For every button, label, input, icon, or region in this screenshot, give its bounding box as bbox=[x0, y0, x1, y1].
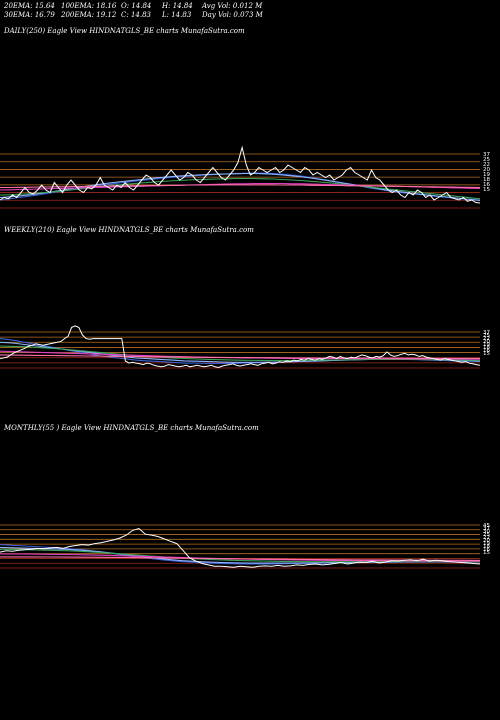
y-tick-label: 25 bbox=[483, 157, 490, 163]
stat-avg-vol: Avg Vol: 0.012 M bbox=[202, 2, 263, 10]
y-tick-label: 16 bbox=[483, 547, 490, 553]
monthly-panel-title: MONTHLY(55 ) Eagle View HINDNATGLS_BE ch… bbox=[4, 424, 259, 432]
ema-line-ema_pink bbox=[0, 556, 481, 561]
price-line bbox=[0, 527, 481, 568]
y-tick-label: 22 bbox=[483, 336, 490, 342]
stat-100ema: 100EMA: 18.16 bbox=[61, 2, 117, 10]
y-tick-label: 18 bbox=[483, 177, 490, 183]
stat-high: H: 14.84 bbox=[162, 2, 193, 10]
ema-line-ema_light_blue bbox=[0, 172, 481, 202]
ema-line-ema_pink bbox=[0, 354, 480, 359]
y-tick-label: 37 bbox=[483, 152, 490, 158]
y-tick-label: 20 bbox=[483, 538, 490, 544]
y-tick-label: 37 bbox=[483, 330, 490, 336]
y-tick-label: 25 bbox=[483, 333, 490, 339]
weekly-panel-title: WEEKLY(210) Eagle View HINDNATGLS_BE cha… bbox=[4, 226, 254, 234]
y-tick-label: 18 bbox=[483, 544, 490, 550]
y-tick-label: 37 bbox=[483, 526, 490, 532]
y-tick-label: 16 bbox=[483, 348, 490, 354]
price-line bbox=[0, 145, 481, 204]
daily-panel-title: DAILY(250) Eagle View HINDNATGLS_BE char… bbox=[4, 27, 245, 35]
stat-low: L: 14.83 bbox=[162, 11, 192, 19]
y-tick-label: 20 bbox=[483, 339, 490, 345]
y-tick-label: 19 bbox=[483, 342, 490, 348]
ema-line-ema_pink bbox=[0, 184, 481, 189]
stat-close: C: 14.83 bbox=[121, 11, 151, 19]
y-tick-label: 25 bbox=[483, 532, 490, 538]
y-tick-label: 16 bbox=[483, 182, 490, 188]
y-tick-label: 30 bbox=[483, 529, 490, 535]
y-tick-label: 45 bbox=[483, 523, 490, 529]
y-tick-label: 19 bbox=[483, 172, 490, 178]
y-tick-label: 19 bbox=[483, 541, 490, 547]
y-tick-label: 18 bbox=[483, 345, 490, 351]
price-line bbox=[0, 325, 481, 369]
y-tick-label: 15 bbox=[483, 187, 490, 193]
y-tick-label: 15 bbox=[483, 550, 490, 556]
stat-200ema: 200EMA: 19.12 bbox=[61, 11, 117, 19]
y-tick-label: 22 bbox=[483, 162, 490, 168]
y-tick-label: 20 bbox=[483, 167, 490, 173]
stat-30ema: 30EMA: 16.79 bbox=[4, 11, 55, 19]
stat-day-vol: Day Vol: 0.073 M bbox=[202, 11, 263, 19]
stat-open: O: 14.84 bbox=[121, 2, 152, 10]
ema-line-ema_green bbox=[0, 177, 481, 200]
ema-line-ema_green bbox=[0, 548, 481, 563]
y-tick-label: 22 bbox=[483, 535, 490, 541]
ema-line-ema_green bbox=[0, 345, 481, 362]
y-tick-label: 15 bbox=[483, 351, 490, 357]
stat-20ema: 20EMA: 15.64 bbox=[4, 2, 55, 10]
